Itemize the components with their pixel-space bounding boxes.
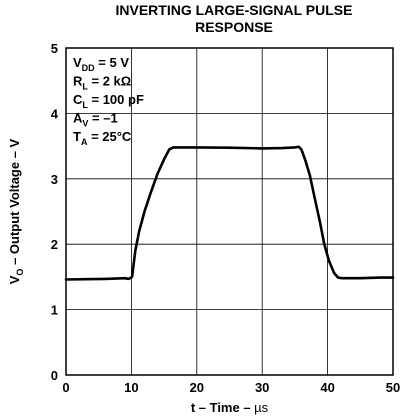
x-tick-labels: 0 10 20 30 40 50 xyxy=(62,380,400,395)
condition-line: CL = 100 pF xyxy=(73,92,144,110)
condition-line: AV = –1 xyxy=(73,111,118,129)
y-axis-label: VO – Output Voltage – V xyxy=(7,138,25,284)
plot-frame xyxy=(65,47,394,376)
series-layer xyxy=(64,145,395,281)
y-tick-labels: 0 1 2 3 4 5 xyxy=(51,41,59,383)
series-line xyxy=(64,145,395,281)
chart-title-line-2: RESPONSE xyxy=(195,19,273,35)
x-tick-label: 40 xyxy=(320,380,334,395)
grid-lines xyxy=(66,48,393,375)
chart-title-line-1: INVERTING LARGE-SIGNAL PULSE xyxy=(116,2,353,18)
condition-line: RL = 2 kΩ xyxy=(73,74,131,92)
y-tick-label: 4 xyxy=(51,106,59,121)
y-tick-label: 0 xyxy=(51,368,58,383)
y-tick-label: 3 xyxy=(51,172,58,187)
y-tick-label: 1 xyxy=(51,303,58,318)
x-tick-label: 0 xyxy=(62,380,69,395)
y-tick-label: 5 xyxy=(51,41,58,56)
condition-line: VDD = 5 V xyxy=(73,55,129,73)
x-axis-label: t – Time – µs xyxy=(191,400,269,415)
y-tick-label: 2 xyxy=(51,237,58,252)
test-conditions: VDD = 5 V RL = 2 kΩ CL = 100 pF AV = –1 TA =… xyxy=(73,55,144,147)
x-tick-label: 50 xyxy=(386,380,400,395)
x-tick-label: 30 xyxy=(255,380,269,395)
x-tick-label: 10 xyxy=(124,380,138,395)
x-tick-label: 20 xyxy=(190,380,204,395)
condition-line: TA = 25°C xyxy=(73,129,132,147)
